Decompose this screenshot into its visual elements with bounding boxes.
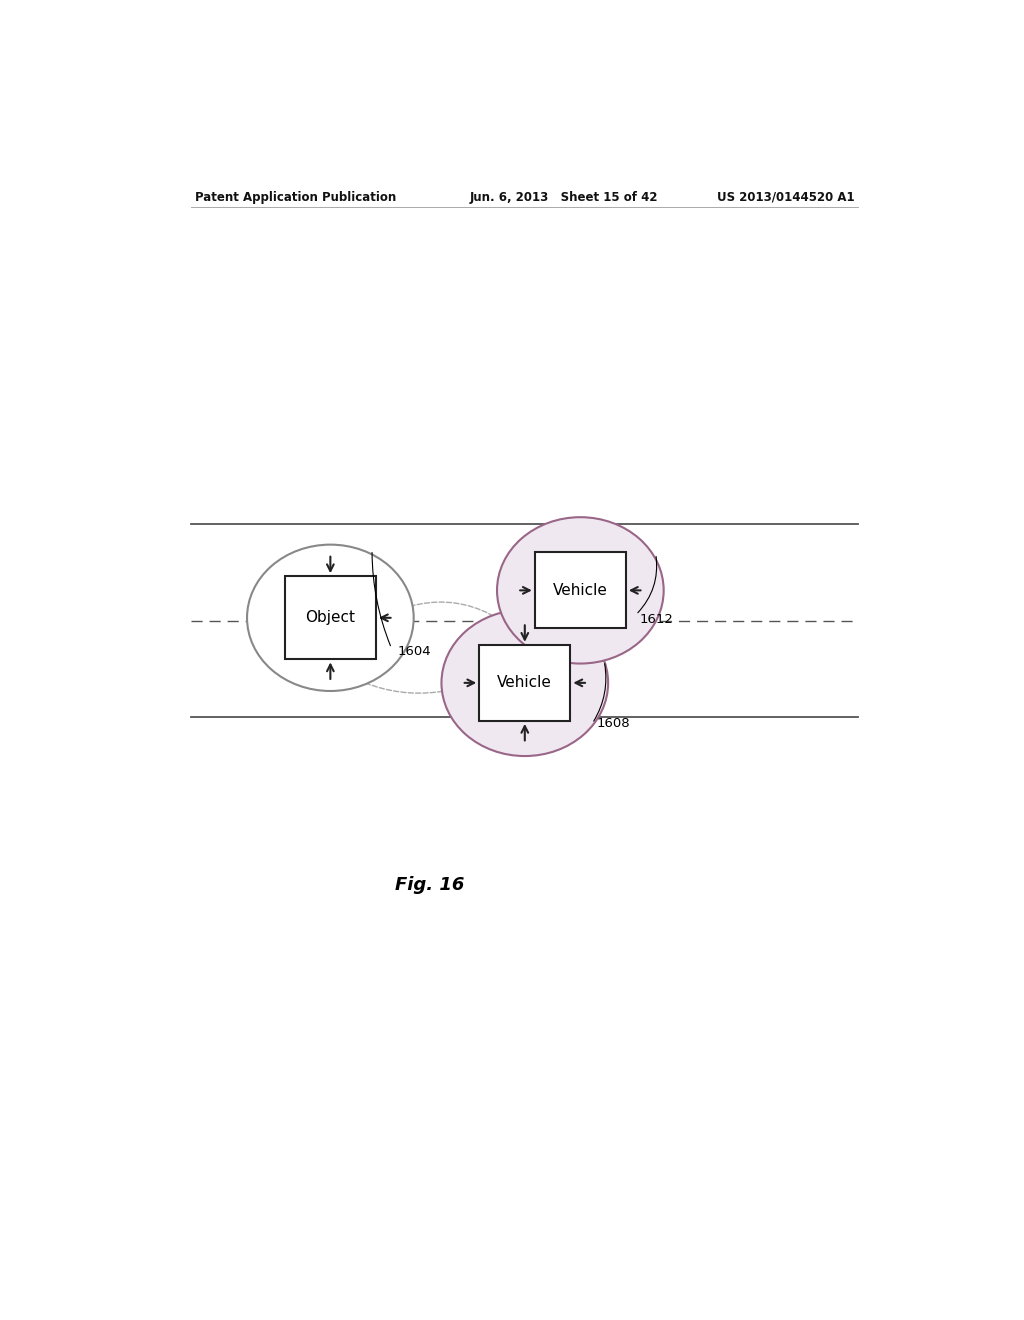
Text: Vehicle: Vehicle bbox=[498, 676, 552, 690]
Text: Jun. 6, 2013   Sheet 15 of 42: Jun. 6, 2013 Sheet 15 of 42 bbox=[469, 190, 657, 203]
Bar bbox=[479, 644, 570, 721]
Text: 1608: 1608 bbox=[596, 717, 630, 730]
Text: Vehicle: Vehicle bbox=[553, 583, 608, 598]
Bar bbox=[285, 576, 376, 660]
Text: Fig. 16: Fig. 16 bbox=[395, 876, 464, 894]
Text: 1604: 1604 bbox=[397, 645, 431, 657]
Text: 1612: 1612 bbox=[640, 614, 674, 627]
Ellipse shape bbox=[247, 545, 414, 690]
Text: US 2013/0144520 A1: US 2013/0144520 A1 bbox=[717, 190, 854, 203]
Bar bbox=[535, 552, 626, 628]
Ellipse shape bbox=[497, 517, 664, 664]
Text: Object: Object bbox=[305, 610, 355, 626]
Ellipse shape bbox=[441, 610, 608, 756]
Text: Patent Application Publication: Patent Application Publication bbox=[196, 190, 396, 203]
